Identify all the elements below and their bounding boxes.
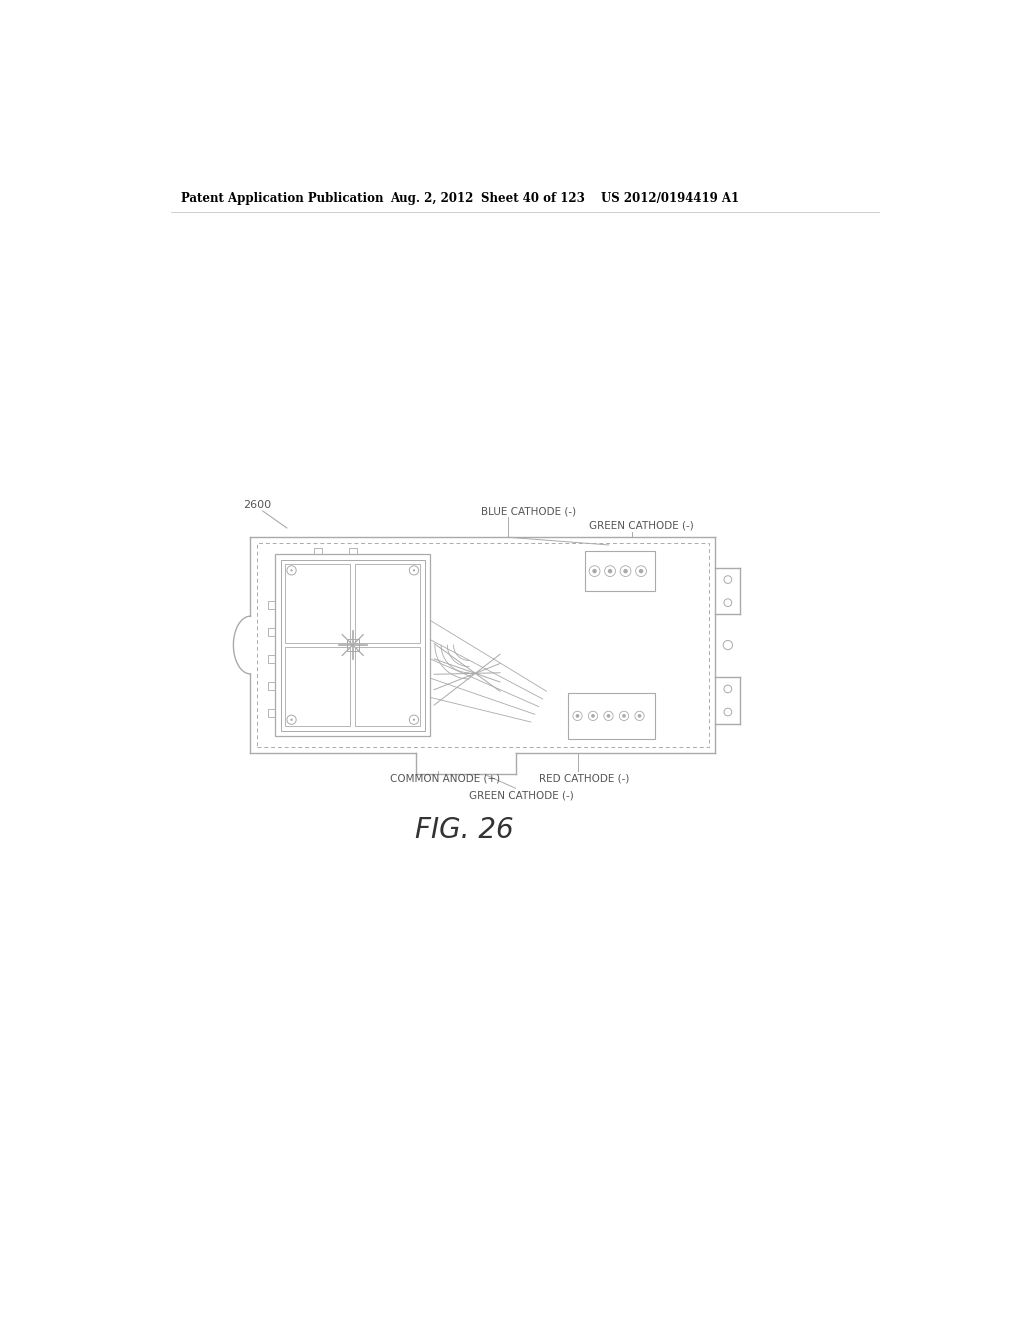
Text: COMMON ANODE (+): COMMON ANODE (+) [390, 774, 500, 783]
Bar [267, 628, 275, 636]
Circle shape [577, 714, 579, 717]
Bar [286, 564, 350, 643]
Text: 2600: 2600 [243, 500, 270, 510]
Text: BLUE CATHODE (-): BLUE CATHODE (-) [481, 506, 577, 516]
Circle shape [623, 714, 626, 717]
Bar [267, 709, 275, 717]
Bar [281, 560, 425, 730]
Circle shape [592, 714, 594, 717]
Circle shape [593, 570, 596, 573]
Bar [267, 682, 275, 689]
Bar [586, 552, 655, 591]
Text: US 2012/0194419 A1: US 2012/0194419 A1 [601, 191, 739, 205]
Circle shape [291, 569, 293, 572]
Text: Sheet 40 of 123: Sheet 40 of 123 [480, 191, 585, 205]
Bar [257, 544, 710, 747]
Circle shape [607, 714, 609, 717]
Circle shape [291, 718, 293, 721]
Circle shape [640, 570, 643, 573]
Bar [267, 601, 275, 609]
Text: Aug. 2, 2012: Aug. 2, 2012 [390, 191, 473, 205]
Bar [355, 647, 420, 726]
Circle shape [608, 570, 611, 573]
Circle shape [638, 714, 641, 717]
Bar [568, 693, 655, 739]
Text: GREEN CATHODE (-): GREEN CATHODE (-) [469, 791, 573, 801]
Bar [355, 564, 420, 643]
Text: Patent Application Publication: Patent Application Publication [180, 191, 383, 205]
Circle shape [624, 570, 627, 573]
Circle shape [413, 718, 415, 721]
Text: GREEN CATHODE (-): GREEN CATHODE (-) [589, 520, 694, 531]
Bar [267, 655, 275, 663]
Bar [349, 548, 356, 554]
Bar [275, 554, 430, 737]
Bar [286, 647, 350, 726]
Bar [346, 639, 359, 651]
Circle shape [413, 569, 415, 572]
Bar [314, 548, 322, 554]
Text: FIG. 26: FIG. 26 [415, 816, 513, 843]
Text: RED CATHODE (-): RED CATHODE (-) [539, 774, 629, 783]
